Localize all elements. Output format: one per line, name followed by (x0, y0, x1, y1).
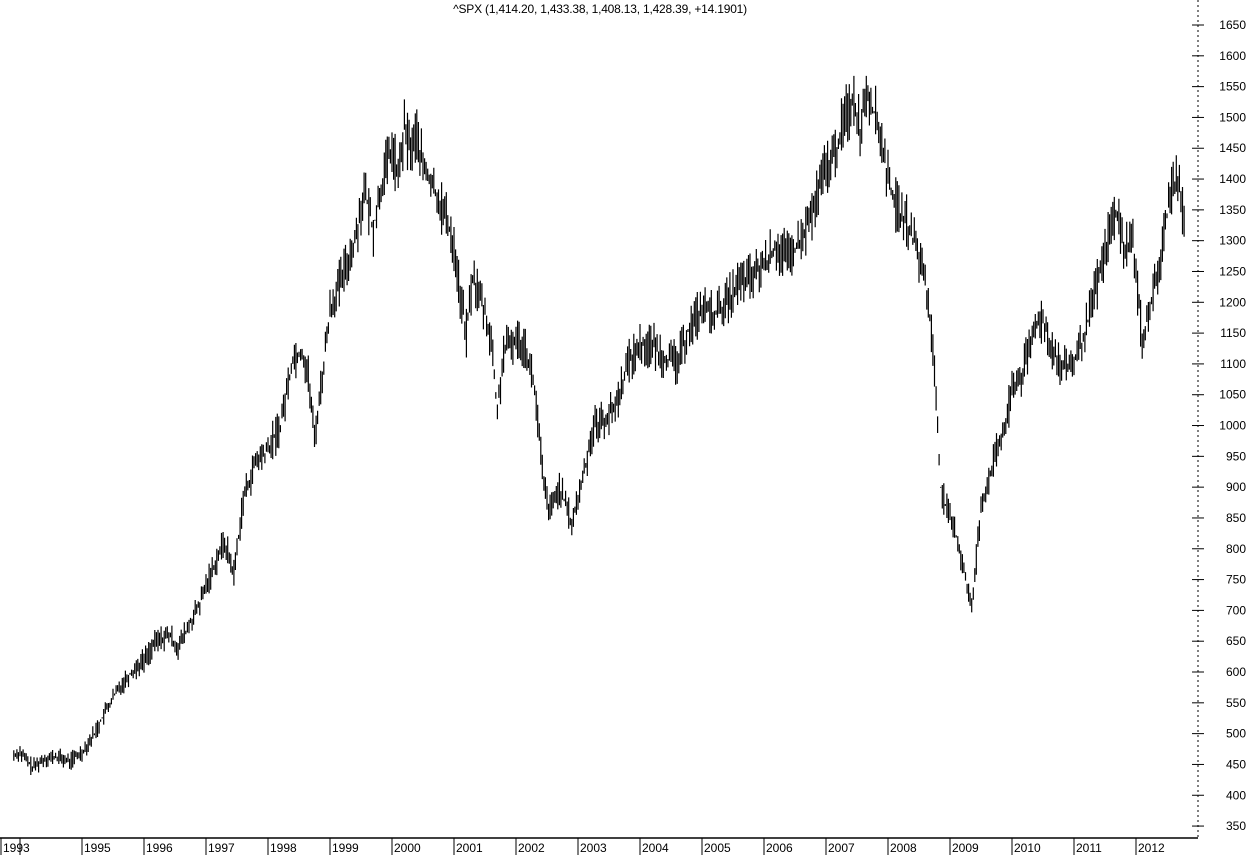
x-tick-label: 2011 (1076, 841, 1102, 855)
y-tick-label: 650 (1226, 634, 1246, 648)
y-tick-label: 1150 (1220, 326, 1246, 340)
y-tick-label: 400 (1226, 788, 1246, 802)
y-tick-label: 550 (1226, 696, 1246, 710)
x-tick-label: 2002 (518, 841, 545, 855)
chart-title: ^SPX (1,414.20, 1,433.38, 1,408.13, 1,42… (453, 2, 747, 16)
price-bars (13, 75, 1185, 775)
y-tick-label: 1250 (1219, 264, 1246, 278)
y-tick-label: 450 (1226, 757, 1246, 771)
price-series (13, 75, 1185, 775)
x-tick-label: 2000 (394, 841, 421, 855)
y-tick-label: 700 (1226, 603, 1246, 617)
x-tick-label: 2004 (642, 841, 669, 855)
x-tick-label: 1995 (84, 841, 111, 855)
x-tick-label: 1993 (3, 841, 30, 855)
x-tick-label: 2010 (1014, 841, 1041, 855)
y-tick-label: 350 (1226, 819, 1246, 833)
y-tick-label: 900 (1226, 480, 1246, 494)
x-tick-label: 1999 (332, 841, 359, 855)
x-tick-label: 2003 (580, 841, 607, 855)
y-tick-label: 1000 (1219, 419, 1246, 433)
y-tick-label: 850 (1226, 511, 1246, 525)
x-tick-label: 2007 (828, 841, 855, 855)
y-tick-label: 600 (1226, 665, 1246, 679)
y-tick-label: 1200 (1219, 295, 1246, 309)
y-tick-label: 1100 (1220, 357, 1246, 371)
y-tick-label: 1650 (1219, 18, 1246, 32)
y-tick-label: 1050 (1219, 388, 1246, 402)
y-tick-label: 1300 (1219, 234, 1246, 248)
x-tick-label: 2006 (766, 841, 793, 855)
x-tick-label: 1998 (270, 841, 297, 855)
x-tick-label: 1996 (146, 841, 173, 855)
y-tick-label: 1600 (1219, 49, 1246, 63)
y-axis: 1650 1600 1550 1500 1450 1400 1350 1300 1250 1200… (1192, 0, 1246, 838)
y-tick-label: 1500 (1219, 110, 1246, 124)
y-tick-label: 1350 (1219, 203, 1246, 217)
y-tick-label: 800 (1226, 542, 1246, 556)
y-tick-label: 750 (1226, 573, 1246, 587)
y-tick-label: 1400 (1219, 172, 1246, 186)
x-axis: 1993 1995 1996 1997 1998 1999 2000 2001 2002 2003… (0, 837, 1198, 855)
y-tick-label: 1550 (1219, 80, 1246, 94)
y-tick-label: 950 (1226, 449, 1246, 463)
x-tick-label: 2001 (456, 841, 483, 855)
x-tick-label: 2012 (1138, 841, 1165, 855)
x-tick-label: 1997 (208, 841, 235, 855)
y-tick-label: 1450 (1219, 141, 1246, 155)
x-tick-label: 2008 (890, 841, 917, 855)
y-tick-label: 500 (1226, 727, 1246, 741)
x-tick-label: 2009 (952, 841, 979, 855)
x-tick-label: 2005 (704, 841, 731, 855)
